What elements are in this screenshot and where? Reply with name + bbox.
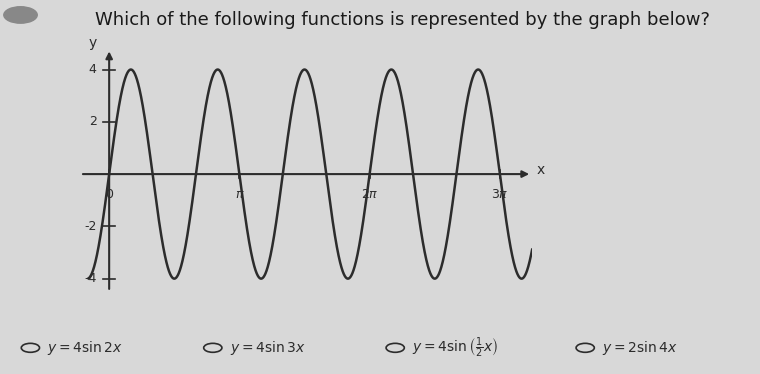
Text: 4: 4 (89, 63, 97, 76)
Text: $3\pi$: $3\pi$ (491, 188, 508, 202)
Text: Which of the following functions is represented by the graph below?: Which of the following functions is repr… (95, 11, 711, 29)
Text: y: y (88, 36, 97, 50)
Text: -2: -2 (84, 220, 97, 233)
Text: $y = 4\sin 3x$: $y = 4\sin 3x$ (230, 339, 306, 357)
Text: 0: 0 (105, 188, 113, 202)
Text: -4: -4 (84, 272, 97, 285)
Text: $y = 2\sin 4x$: $y = 2\sin 4x$ (602, 339, 678, 357)
Text: x: x (536, 163, 544, 177)
Text: $\pi$: $\pi$ (235, 188, 244, 202)
Text: 2: 2 (89, 115, 97, 128)
Text: $y = 4\sin\left(\frac{1}{2}x\right)$: $y = 4\sin\left(\frac{1}{2}x\right)$ (412, 335, 498, 360)
Text: $y = 4\sin 2x$: $y = 4\sin 2x$ (47, 339, 123, 357)
Text: $2\pi$: $2\pi$ (361, 188, 378, 202)
